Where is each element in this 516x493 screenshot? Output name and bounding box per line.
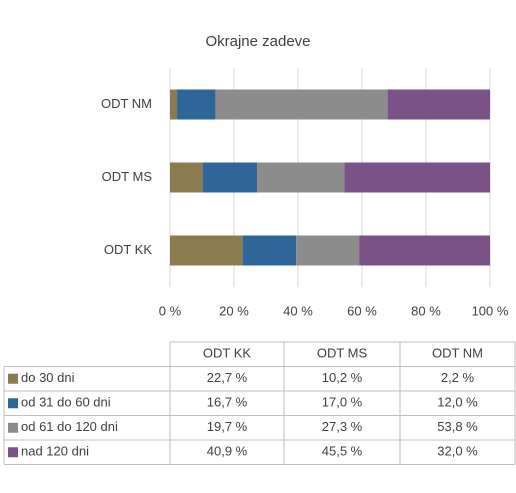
x-tick-label: 40 % (283, 303, 313, 318)
legend-swatch (8, 447, 18, 458)
table-header: ODT NM (432, 346, 483, 361)
table-cell: 27,3 % (322, 419, 363, 434)
bar-segment (242, 235, 297, 266)
table-header: ODT MS (317, 346, 368, 361)
bar-segment (177, 89, 216, 120)
legend-label: od 61 do 120 dni (21, 419, 118, 434)
bar-segment (344, 162, 490, 193)
legend-label: do 30 dni (21, 370, 75, 385)
x-tick-label: 20 % (219, 303, 249, 318)
legend-swatch (8, 422, 18, 433)
legend-swatch (8, 373, 18, 384)
table-cell: 10,2 % (322, 370, 363, 385)
x-tick-label: 80 % (411, 303, 441, 318)
bar-segment (170, 162, 203, 193)
table-cell: 45,5 % (322, 444, 363, 459)
table-cell: 40,9 % (207, 444, 248, 459)
bar-segment (359, 235, 490, 266)
table-header: ODT KK (203, 346, 251, 361)
table-cell: 16,7 % (207, 395, 248, 410)
table-cell: 19,7 % (207, 419, 248, 434)
x-tick-label: 0 % (159, 303, 182, 318)
legend-label: nad 120 dni (21, 444, 89, 459)
bar-segment (296, 235, 360, 266)
bar-segment (170, 235, 243, 266)
y-tick-label: ODT MS (102, 169, 153, 184)
y-tick-label: ODT KK (104, 242, 152, 257)
x-tick-label: 60 % (347, 303, 377, 318)
x-tick-label: 100 % (472, 303, 509, 318)
table-cell: 2,2 % (441, 370, 475, 385)
bar-segment (202, 162, 258, 193)
table-cell: 53,8 % (437, 419, 478, 434)
table-cell: 22,7 % (207, 370, 248, 385)
bar-segment (257, 162, 345, 193)
table-cell: 12,0 % (437, 395, 478, 410)
table-cell: 17,0 % (322, 395, 363, 410)
bar-segment (170, 89, 178, 120)
chart-title: Okrajne zadeve (205, 33, 310, 50)
legend-label: od 31 do 60 dni (21, 395, 111, 410)
legend-swatch (8, 398, 18, 409)
y-tick-label: ODT NM (101, 96, 152, 111)
bar-segment (215, 89, 388, 120)
table-cell: 32,0 % (437, 444, 478, 459)
bar-segment (387, 89, 490, 120)
